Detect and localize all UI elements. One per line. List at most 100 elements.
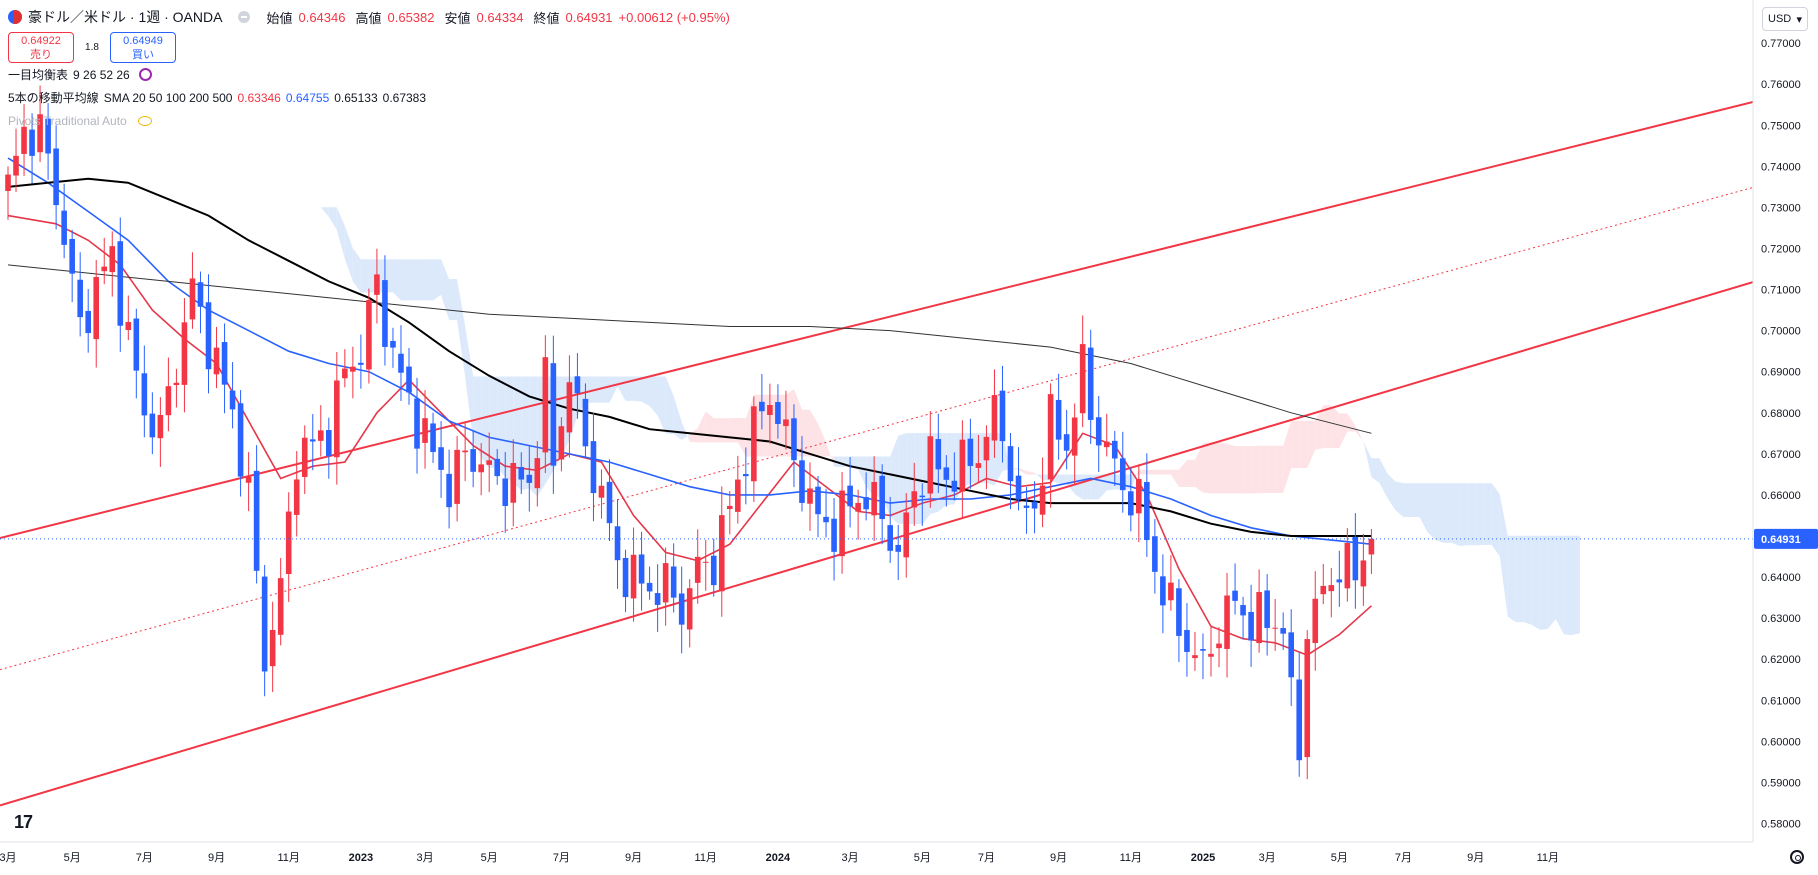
candle-body (598, 485, 605, 498)
candle (213, 326, 220, 389)
cloud-segment (1211, 441, 1220, 494)
currency-selector[interactable]: USD ▾ (1762, 7, 1808, 31)
cloud-segment (1299, 420, 1308, 468)
cloud-segment (1499, 494, 1508, 617)
candle-body (959, 439, 966, 492)
cloud-segment (1202, 441, 1211, 494)
candle-body (967, 438, 974, 466)
gear-icon[interactable] (1790, 850, 1804, 864)
candle-body (590, 441, 597, 494)
candle (21, 104, 27, 177)
candle (1087, 329, 1094, 444)
candle (935, 413, 942, 494)
sma-line-100 (7, 177, 1372, 537)
candle-body (1079, 344, 1086, 414)
candle-body (911, 491, 918, 508)
buy-button[interactable]: 0.64949 買い (110, 32, 176, 63)
candle-body (1304, 639, 1311, 758)
candle-body (686, 588, 693, 630)
collapse-legend-icon[interactable] (238, 11, 251, 23)
cloud-segment (360, 259, 369, 293)
cloud-segment (1219, 441, 1228, 494)
cloud-segment (224, 134, 233, 149)
candle-body (767, 405, 773, 416)
time-tick-label: 2023 (349, 852, 373, 864)
candle-body (1336, 579, 1343, 583)
candle-body (943, 467, 950, 480)
candle-body (919, 495, 926, 498)
sma-name: 5本の移動平均線 (8, 91, 99, 105)
candle (1248, 584, 1254, 667)
candle (422, 390, 428, 469)
indicator-sma[interactable]: 5本の移動平均線 SMA 20 50 100 200 500 0.63346 0… (8, 86, 730, 109)
candle (1224, 572, 1230, 678)
cloud-segment (1443, 483, 1452, 543)
cloud-segment (601, 376, 610, 403)
candle (277, 558, 284, 646)
candle (815, 476, 821, 538)
candle-body (13, 155, 19, 176)
cloud-segment (1066, 474, 1075, 494)
candle (534, 441, 541, 507)
candle (253, 445, 260, 584)
price-tick-label: 0.67000 (1761, 449, 1801, 461)
candle (718, 486, 725, 617)
candle (1216, 627, 1222, 668)
time-tick-label: 3月 (416, 852, 433, 864)
cloud-segment (1459, 483, 1468, 547)
symbol-title[interactable]: 豪ドル／米ドル · 1週 · OANDA (28, 9, 223, 25)
indicator-ichimoku[interactable]: 一目均衡表 9 26 52 26 (8, 63, 730, 86)
candle-body (638, 554, 645, 584)
plot-area (0, 85, 1753, 807)
cloud-segment (1539, 535, 1548, 630)
candle-body (895, 544, 902, 552)
candle (895, 524, 902, 581)
candle-body (45, 118, 51, 154)
candle (1007, 432, 1014, 510)
cloud-segment (352, 248, 361, 293)
candle (69, 229, 75, 303)
candle (454, 435, 460, 522)
hidden-eye-icon[interactable] (137, 115, 152, 126)
candle (879, 464, 885, 545)
candle-body (582, 398, 589, 447)
candle (1280, 612, 1286, 650)
candle-body (614, 526, 621, 561)
cloud-segment (826, 442, 835, 467)
candle (614, 499, 621, 589)
candle (45, 103, 51, 180)
candle (1272, 598, 1278, 651)
candle (342, 349, 348, 388)
cloud-segment (1403, 483, 1412, 517)
candle (189, 252, 196, 329)
price-tick-label: 0.70000 (1761, 326, 1801, 338)
cloud-segment (1331, 405, 1340, 449)
candle-body (478, 464, 484, 473)
trade-buttons: 0.64922 売り 1.8 0.64949 買い (8, 32, 730, 63)
candle-body (253, 470, 260, 571)
candle-body (61, 210, 67, 245)
cloud-segment (1026, 470, 1035, 475)
cloud-segment (721, 418, 730, 443)
cloud-segment (1090, 474, 1099, 500)
cloud-segment (1507, 535, 1516, 623)
candle-body (1152, 536, 1158, 572)
candle (85, 288, 91, 353)
price-tick-label: 0.73000 (1761, 202, 1801, 214)
indicator-pivots[interactable]: Pivots Traditional Auto (8, 109, 730, 132)
candle-body (446, 473, 452, 508)
candle-body (526, 474, 533, 483)
candle-body (398, 353, 404, 373)
candle-body (117, 241, 124, 326)
candle (1336, 550, 1343, 607)
cloud-segment (1154, 469, 1163, 475)
candle-body (229, 390, 236, 410)
sma-value-1: 0.63346 (237, 90, 281, 105)
sell-button[interactable]: 0.64922 売り (8, 32, 74, 63)
time-tick-label: 7月 (553, 852, 570, 864)
time-tick-label: 9月 (1050, 852, 1067, 864)
candle (149, 392, 156, 455)
candle-body (358, 362, 364, 365)
candle (494, 448, 501, 485)
